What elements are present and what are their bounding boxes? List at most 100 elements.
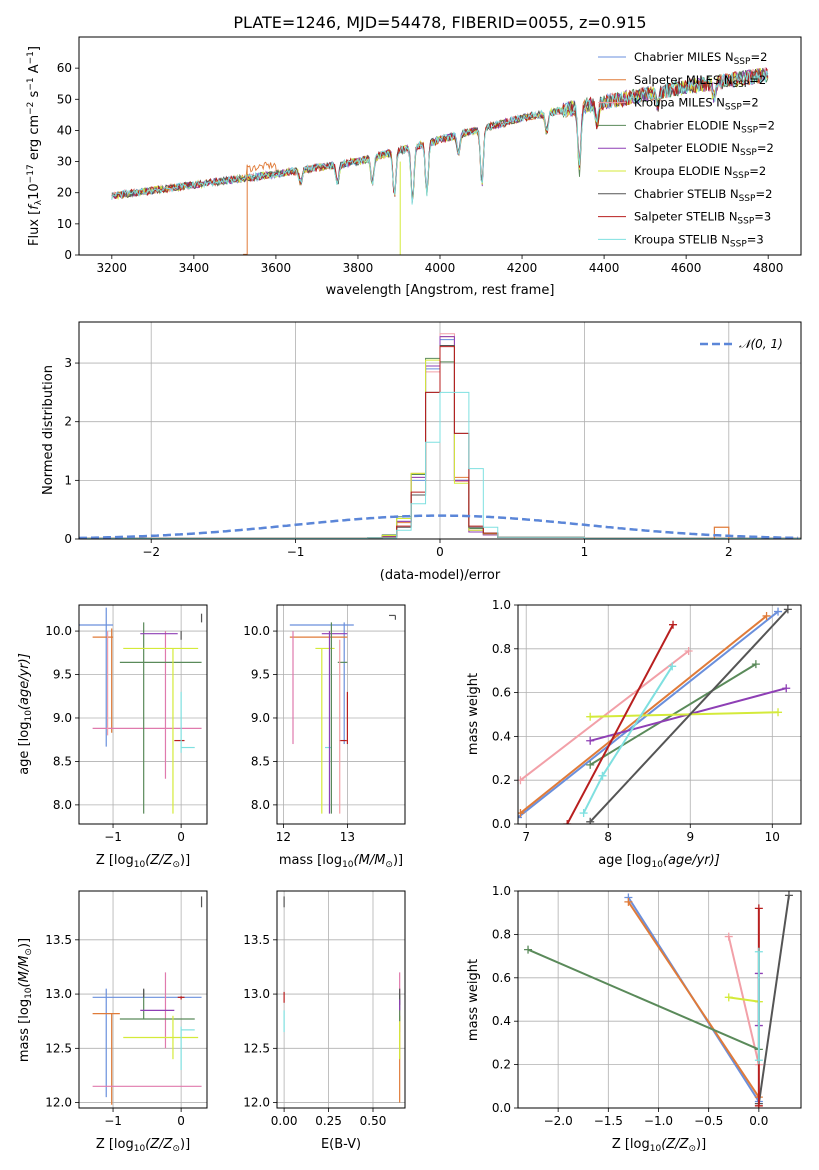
label-sup: −1: [26, 77, 36, 90]
legend-sub: SSP: [730, 239, 747, 249]
data-point-marker: [563, 820, 572, 824]
x-tick-label: 0.50: [360, 1114, 387, 1128]
data-point-marker: [524, 945, 533, 954]
label-sub: ⊙: [688, 1144, 696, 1154]
y-tick-label: 9.0: [53, 711, 72, 725]
y-tick-label: 9.0: [251, 711, 270, 725]
label-text: age [log: [598, 853, 651, 868]
y-tick-label: 3: [64, 356, 72, 370]
label-text: Flux [: [27, 210, 42, 246]
y-tick-label: 9.5: [53, 668, 72, 682]
y-tick-label: 10.0: [45, 624, 72, 638]
label-text: )]: [180, 1137, 190, 1152]
data-point-marker: [579, 809, 588, 818]
label-italic: (M/M: [354, 853, 386, 868]
x-tick-label: 1: [581, 545, 589, 559]
label-sub: ⊙: [172, 860, 180, 870]
plot-area: [289, 614, 396, 814]
x-axis-label: Z [log10(Z/Z⊙)]: [96, 1137, 190, 1154]
x-tick-label: 13: [340, 830, 355, 844]
y-tick-label: 8.5: [53, 754, 72, 768]
spectrum-axes: 3200 3400 3600 3800 4000 4200 4400 4600 4800 0 10 2…: [26, 36, 802, 298]
label-text: erg cm: [27, 115, 42, 164]
data-point-marker: [754, 1056, 763, 1065]
label-sup: −2: [26, 102, 36, 115]
y-tick-label: 1.0: [492, 598, 511, 612]
x-tick-label: −1.0: [644, 1114, 673, 1128]
normal-curve: [79, 514, 799, 539]
series-line: [566, 624, 674, 824]
plot-area: [79, 333, 801, 539]
plot-area: [283, 896, 401, 1103]
data-point-marker: [762, 611, 771, 620]
label-sub: 10: [134, 860, 146, 870]
y-tick-label: 0.0: [492, 1101, 511, 1115]
legend-name: Salpeter ELODIE N: [634, 141, 740, 155]
series-line: [601, 665, 674, 777]
label-text: age [log: [17, 722, 32, 775]
x-tick-label: 4600: [671, 261, 702, 275]
legend-entry: Kroupa ELODIE NSSP=2: [634, 164, 766, 181]
x-tick-label: 2: [725, 545, 733, 559]
x-tick-label: 0.00: [271, 1114, 298, 1128]
figure-title: PLATE=1246, MJD=54478, FIBERID=0055, z=0…: [233, 13, 646, 32]
y-tick-label: 9.5: [251, 668, 270, 682]
histogram-outlier: [713, 526, 730, 539]
label-text: )]: [180, 853, 190, 868]
label-italic: (age/yr)]: [663, 853, 720, 868]
label-text: mass [log: [17, 999, 32, 1062]
y-tick-label: 8.0: [53, 798, 72, 812]
x-axis-label: mass [log10(M/M⊙)]: [279, 853, 403, 870]
series-line: [728, 996, 759, 1003]
data-point-marker: [783, 605, 792, 614]
x-tick-label: 4400: [589, 261, 620, 275]
y-tick-label: 12.5: [45, 1041, 72, 1055]
x-tick-label: 0.25: [315, 1114, 342, 1128]
x-axis-label: Z [log10(Z/Z⊙)]: [96, 853, 190, 870]
label-italic: (Z/Z: [661, 1137, 689, 1152]
y-tick-label: 0.4: [492, 729, 511, 743]
y-axis-label: mass weight: [466, 959, 481, 1041]
legend-value: =2: [742, 96, 759, 110]
series-line: [727, 936, 760, 1065]
plot-area: [111, 67, 769, 255]
x-tick-label: 4800: [753, 261, 784, 275]
plot-area: [79, 607, 203, 814]
legend-value: =2: [750, 50, 767, 64]
label-sup: −1: [26, 51, 36, 64]
label-text: 10: [27, 183, 42, 200]
y-tick-label: 0.2: [492, 773, 511, 787]
data-point-marker: [669, 620, 678, 629]
legend-sub: SSP: [732, 80, 749, 90]
axes-frame: [517, 890, 802, 1109]
x-axis-label: age [log10(age/yr)]: [598, 853, 720, 870]
label-italic: (Z/Z: [145, 853, 173, 868]
y-tick-label: 13.0: [45, 987, 72, 1001]
label-text: s: [27, 90, 42, 101]
data-point-marker: [754, 947, 763, 956]
label-italic: (M/M: [17, 956, 32, 988]
axes-frame: [276, 604, 406, 825]
legend-name: Salpeter STELIB N: [634, 210, 737, 224]
legend-value: =2: [749, 164, 766, 178]
spectrum-line: [111, 70, 769, 205]
data-point-marker: [684, 646, 693, 655]
x-tick-label: 3400: [179, 261, 210, 275]
residuals-axes: −2 −1 0 1 2 0 1 2 3 𝒩(0, 1) (data-model)/error Norm…: [41, 321, 802, 583]
y-tick-label: 0.8: [492, 927, 511, 941]
series-line: [589, 608, 789, 823]
legend-name: Chabrier ELODIE N: [634, 118, 741, 132]
legend-name: Kroupa STELIB N: [634, 232, 730, 246]
label-text: mass [log: [279, 853, 342, 868]
label-sub: 10: [650, 1144, 662, 1154]
label-sub: λ: [34, 199, 44, 205]
legend-value: =2: [758, 118, 775, 132]
mass-vs-Z-axes: −1 012.012.513.013.5Z [log10(Z/Z⊙)]mass […: [17, 890, 208, 1154]
data-point-marker: [774, 708, 783, 717]
data-point-marker: [586, 760, 595, 769]
x-tick-label: 9: [686, 830, 694, 844]
legend-value: =2: [755, 187, 772, 201]
x-tick-label: 3800: [343, 261, 374, 275]
plot-area: [518, 605, 792, 824]
